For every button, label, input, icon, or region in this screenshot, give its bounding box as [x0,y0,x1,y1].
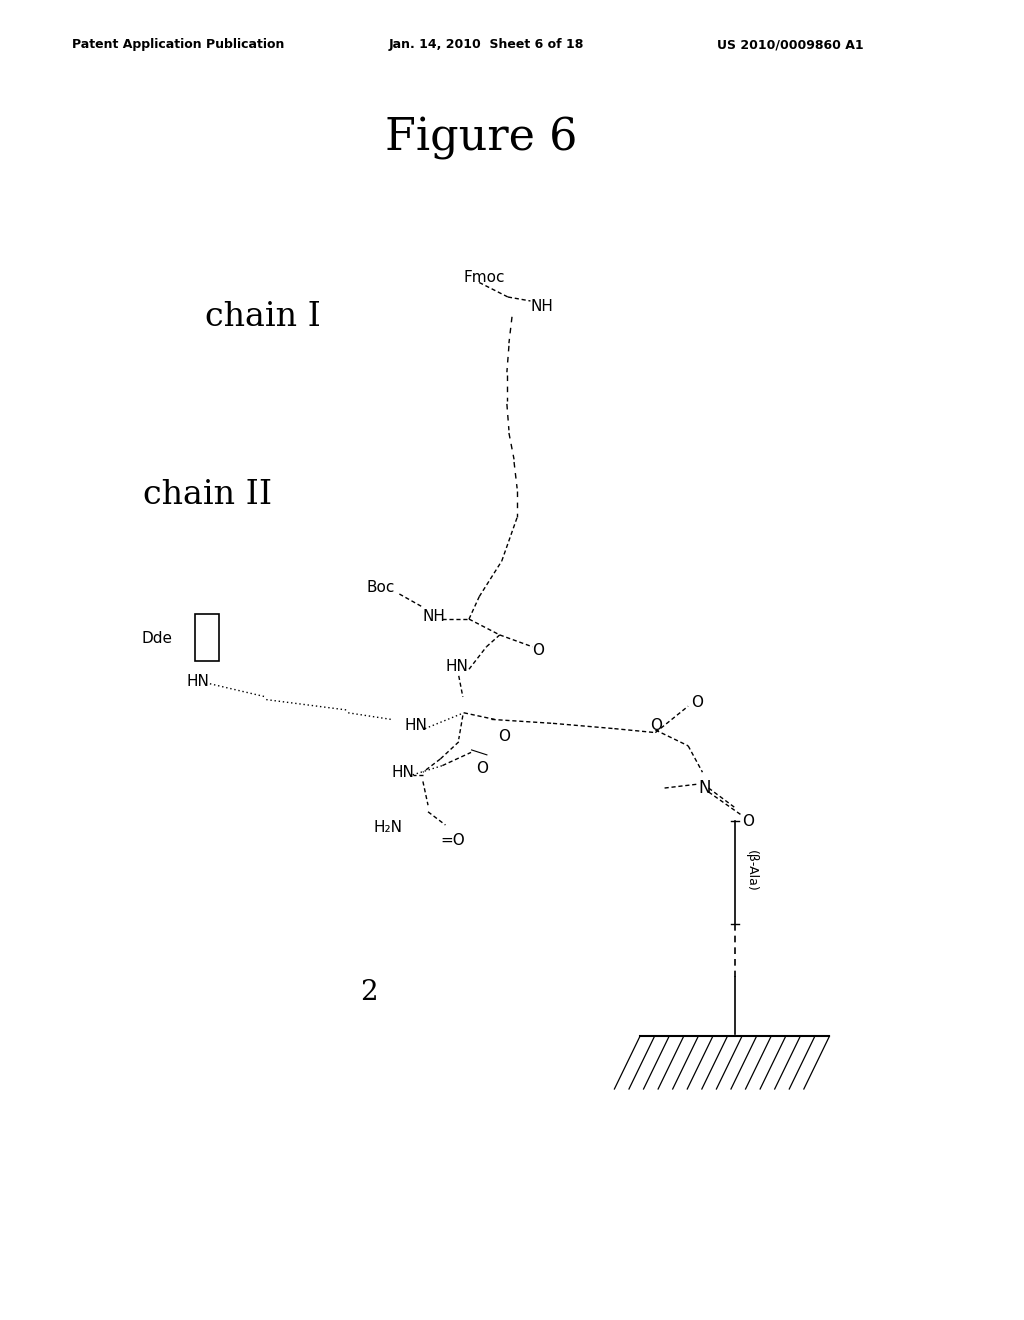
Text: O: O [532,643,545,659]
Text: O: O [691,694,703,710]
Text: chain II: chain II [143,479,272,511]
FancyBboxPatch shape [195,614,219,661]
Text: O: O [476,760,488,776]
Text: Fmoc: Fmoc [464,269,506,285]
Text: Patent Application Publication: Patent Application Publication [72,38,284,51]
Text: Jan. 14, 2010  Sheet 6 of 18: Jan. 14, 2010 Sheet 6 of 18 [389,38,585,51]
Text: Figure 6: Figure 6 [385,117,578,160]
Text: 2: 2 [359,979,378,1006]
Text: NH: NH [423,609,445,624]
Text: Boc: Boc [367,579,395,595]
Text: Dde: Dde [141,631,172,647]
Text: N: N [698,779,711,797]
Text: HN: HN [445,659,468,675]
Text: chain I: chain I [205,301,321,333]
Text: NH: NH [530,298,553,314]
Text: US 2010/0009860 A1: US 2010/0009860 A1 [717,38,863,51]
Text: O: O [742,813,755,829]
Text: HN: HN [391,764,414,780]
Text: HN: HN [186,673,209,689]
Text: O: O [498,729,510,744]
Text: HN: HN [404,718,427,734]
Text: O: O [650,718,663,734]
Text: (β-Ala): (β-Ala) [744,850,758,892]
Text: =O: =O [440,833,465,849]
Text: H₂N: H₂N [374,820,402,836]
